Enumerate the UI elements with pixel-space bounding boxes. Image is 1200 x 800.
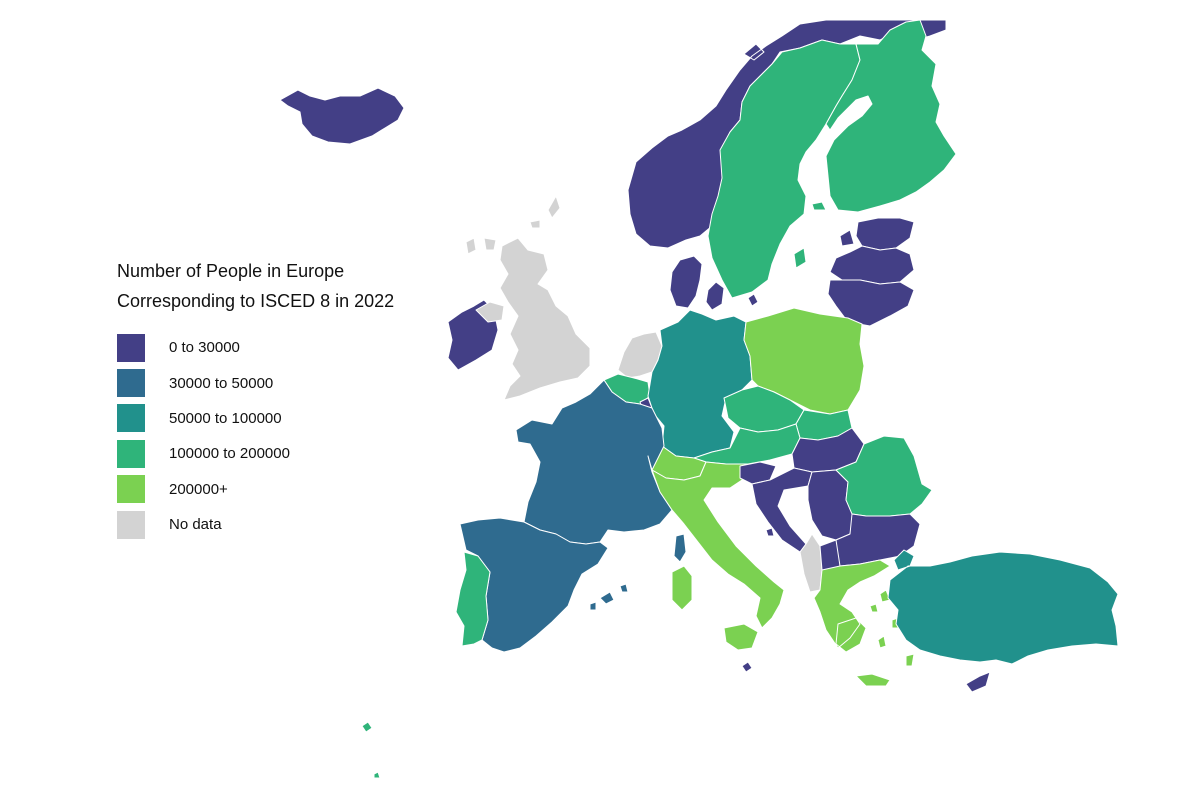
- country-portugal[interactable]: [361, 551, 491, 779]
- legend-title-line1: Number of People in Europe: [117, 261, 345, 281]
- country-germany[interactable]: [647, 309, 753, 459]
- country-latvia[interactable]: [829, 245, 915, 285]
- country-united-kingdom[interactable]: [465, 195, 591, 401]
- country-norway[interactable]: [627, 19, 947, 249]
- legend-item: 30000 to 50000: [117, 365, 447, 400]
- legend-swatch: [117, 439, 145, 468]
- country-estonia[interactable]: [839, 217, 915, 251]
- legend-title: Number of People in Europe Corresponding…: [117, 256, 447, 316]
- legend-item: 100000 to 200000: [117, 436, 447, 471]
- country-italy[interactable]: [651, 461, 785, 651]
- legend-item-label: 50000 to 100000: [169, 409, 282, 427]
- country-iceland[interactable]: [279, 87, 405, 145]
- legend: Number of People in Europe Corresponding…: [117, 256, 447, 542]
- legend-item-label: 200000+: [169, 480, 228, 498]
- legend-swatch: [117, 404, 145, 433]
- country-turkey[interactable]: [887, 549, 1119, 665]
- country-croatia[interactable]: [751, 467, 813, 553]
- legend-swatch: [117, 475, 145, 504]
- legend-item-label: 0 to 30000: [169, 339, 240, 357]
- legend-item: No data: [117, 507, 447, 542]
- legend-item: 0 to 30000: [117, 330, 447, 365]
- legend-swatch: [117, 333, 145, 362]
- country-finland[interactable]: [811, 19, 957, 213]
- country-malta[interactable]: [741, 661, 753, 673]
- country-romania[interactable]: [835, 435, 933, 517]
- country-denmark[interactable]: [669, 255, 759, 311]
- legend-item-label: 100000 to 200000: [169, 445, 290, 463]
- legend-swatch: [117, 510, 145, 539]
- legend-item-label: 30000 to 50000: [169, 374, 274, 392]
- legend-item-label: No data: [169, 516, 222, 534]
- country-cyprus[interactable]: [965, 671, 991, 693]
- legend-title-line2: Corresponding to ISCED 8 in 2022: [117, 291, 395, 311]
- legend-item: 50000 to 100000: [117, 401, 447, 436]
- legend-item: 200000+: [117, 472, 447, 507]
- country-spain[interactable]: [459, 517, 629, 653]
- legend-swatch: [117, 369, 145, 398]
- country-lithuania[interactable]: [827, 279, 915, 327]
- country-sweden[interactable]: [707, 39, 861, 299]
